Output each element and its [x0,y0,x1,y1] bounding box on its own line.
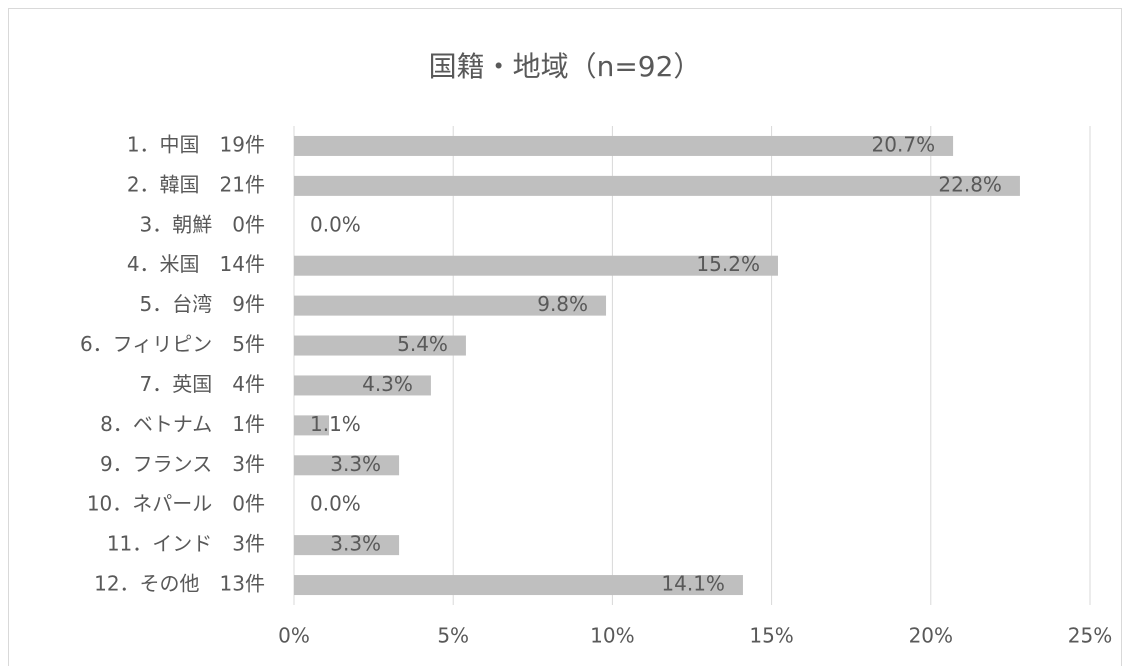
y-tick-label: 11．インド 3件 [107,532,265,556]
bar [294,335,466,356]
x-tick-label: 20% [909,624,953,648]
x-tick-label: 10% [590,624,634,648]
data-label: 0.0% [310,492,361,516]
data-label: 1.1% [310,412,361,436]
y-tick-label: 3．朝鮮 0件 [140,212,265,236]
data-label: 3.3% [330,452,381,476]
y-tick-label: 9．フランス 3件 [100,452,265,476]
bar [294,415,330,436]
bar [294,255,778,276]
y-tick-label: 4．米国 14件 [127,252,265,276]
y-tick-label: 8．ベトナム 1件 [100,412,265,436]
data-label: 3.3% [330,532,381,556]
y-tick-label: 5．台湾 9件 [140,292,265,316]
data-label: 5.4% [397,332,448,356]
data-label: 15.2% [696,252,760,276]
y-tick-label: 10．ネパール 0件 [87,492,265,516]
x-tick-label: 0% [278,624,310,648]
bar [294,175,1020,196]
chart-title: 国籍・地域（n=92） [429,50,702,83]
x-tick-label: 15% [749,624,793,648]
bar [294,455,400,476]
bar [294,375,431,396]
y-tick-label: 7．英国 4件 [140,372,265,396]
data-label: 14.1% [661,572,725,596]
data-label: 0.0% [310,212,361,236]
chart-border [8,8,1122,666]
y-tick-label: 2．韓国 21件 [127,172,265,196]
data-label: 22.8% [938,172,1002,196]
bar [294,135,954,156]
data-label: 9.8% [537,292,588,316]
data-label: 4.3% [362,372,413,396]
data-label: 20.7% [872,132,936,156]
y-tick-label: 6．フィリピン 5件 [80,332,265,356]
y-tick-label: 12．その他 13件 [94,572,265,596]
y-tick-label: 1．中国 19件 [127,132,265,156]
x-tick-label: 5% [437,624,469,648]
x-tick-label: 25% [1068,624,1112,648]
bar [294,535,400,556]
bar [294,295,607,316]
bar [294,575,743,596]
